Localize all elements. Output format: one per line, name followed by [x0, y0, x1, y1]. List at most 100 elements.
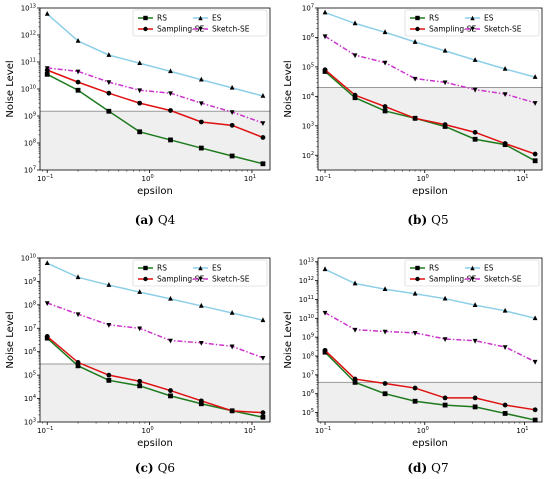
series-line-es	[46, 262, 264, 321]
y-tick-label: 1012	[21, 31, 36, 40]
y-tick-label: 104	[302, 92, 314, 101]
data-point	[352, 376, 358, 382]
data-point	[137, 289, 143, 294]
data-point	[229, 408, 235, 414]
data-point	[502, 65, 508, 71]
data-point	[44, 260, 50, 265]
caption-q5: (b) Q5	[407, 213, 448, 227]
series-line-sampling-se	[46, 335, 263, 414]
series-line-rs	[324, 351, 536, 421]
data-point	[229, 122, 235, 128]
caption-name: Q7	[431, 461, 448, 475]
series-line-sampling-se	[324, 69, 536, 155]
data-point	[198, 341, 204, 346]
data-point	[75, 312, 81, 318]
legend-label: Sketch-SE	[484, 25, 522, 34]
series-line-sampling-se	[46, 69, 264, 139]
data-point	[137, 383, 143, 389]
series-line-sketch-se	[324, 311, 536, 363]
shaded-region	[40, 111, 270, 170]
series-line-sketch-se	[47, 67, 264, 124]
data-point	[382, 391, 388, 397]
data-point	[322, 67, 328, 73]
x-tick-label: 10−1	[37, 426, 53, 435]
legend-label: RS	[157, 14, 167, 23]
data-point	[106, 80, 112, 86]
data-point	[260, 121, 266, 127]
data-point	[168, 393, 173, 399]
data-point	[198, 119, 204, 125]
data-point	[322, 347, 328, 353]
shaded-region	[318, 382, 542, 422]
shaded-region	[40, 363, 270, 422]
data-point	[442, 295, 448, 301]
data-point	[382, 108, 388, 114]
caption-label: (b)	[407, 213, 427, 227]
legend-marker	[470, 26, 475, 32]
legend-label: ES	[484, 14, 494, 23]
series-line-rs	[46, 73, 264, 165]
y-tick-label: 108	[24, 300, 36, 309]
data-point	[322, 34, 328, 40]
data-point	[472, 302, 478, 307]
data-point	[532, 407, 538, 413]
data-point	[44, 10, 50, 16]
legend-label: Sampling-SE	[157, 275, 205, 284]
legend-marker	[470, 15, 475, 21]
data-point	[502, 411, 508, 416]
y-tick-label: 103	[24, 418, 36, 427]
legend: RS ES Sampling-SE Sketch-SE	[132, 9, 268, 37]
legend-label: Sampling-SE	[157, 25, 205, 34]
data-point	[198, 145, 204, 151]
y-tick-label: 105	[302, 408, 314, 417]
legend: RS ES Sampling-SE Sketch-SE	[404, 9, 540, 37]
legend-marker	[143, 26, 148, 32]
data-point	[532, 101, 538, 106]
y-tick-label: 106	[24, 347, 36, 356]
data-point	[198, 302, 204, 308]
data-point	[75, 37, 81, 43]
y-tick-label: 107	[302, 4, 314, 13]
x-tick-label: 10−1	[315, 426, 331, 435]
y-tick-label: 1011	[21, 58, 36, 67]
data-point	[382, 381, 388, 386]
caption-q6: (c) Q6	[135, 461, 175, 475]
data-point	[137, 129, 143, 135]
legend-label: Sampling-SE	[429, 25, 477, 34]
data-point	[75, 359, 81, 365]
data-point	[137, 326, 143, 332]
data-point	[352, 92, 358, 98]
legend: RS ES Sampling-SE Sketch-SE	[132, 259, 268, 287]
caption-label: (d)	[407, 461, 427, 475]
legend-marker	[198, 276, 203, 282]
data-point	[75, 79, 81, 85]
y-tick-label: 109	[24, 112, 36, 121]
x-tick-label: 101	[516, 426, 528, 435]
legend-label: Sketch-SE	[212, 275, 250, 284]
plot-frame	[39, 257, 271, 423]
legend-marker	[143, 276, 148, 282]
plot-frame	[317, 7, 543, 171]
y-tick-label: 1013	[299, 257, 314, 266]
data-point	[502, 92, 508, 98]
series-line-es	[324, 268, 536, 320]
data-point	[532, 359, 538, 365]
legend-box	[404, 259, 540, 287]
data-point	[322, 266, 328, 272]
data-point	[106, 52, 112, 57]
data-point	[106, 323, 112, 328]
data-point	[260, 93, 266, 98]
legend-marker	[198, 265, 203, 271]
legend-label: RS	[429, 14, 439, 23]
data-point	[382, 29, 388, 35]
data-point	[472, 395, 478, 401]
legend-label: RS	[157, 264, 167, 273]
data-point	[260, 355, 266, 361]
data-point	[382, 60, 388, 66]
x-tick-label: 101	[244, 426, 256, 435]
panel-q5: 102 103 104 105 106 107 10−1 100 101 epsilon Noise…	[283, 4, 543, 197]
data-point	[229, 309, 235, 315]
data-point	[44, 66, 50, 71]
data-point	[442, 47, 448, 53]
data-point	[44, 334, 50, 339]
